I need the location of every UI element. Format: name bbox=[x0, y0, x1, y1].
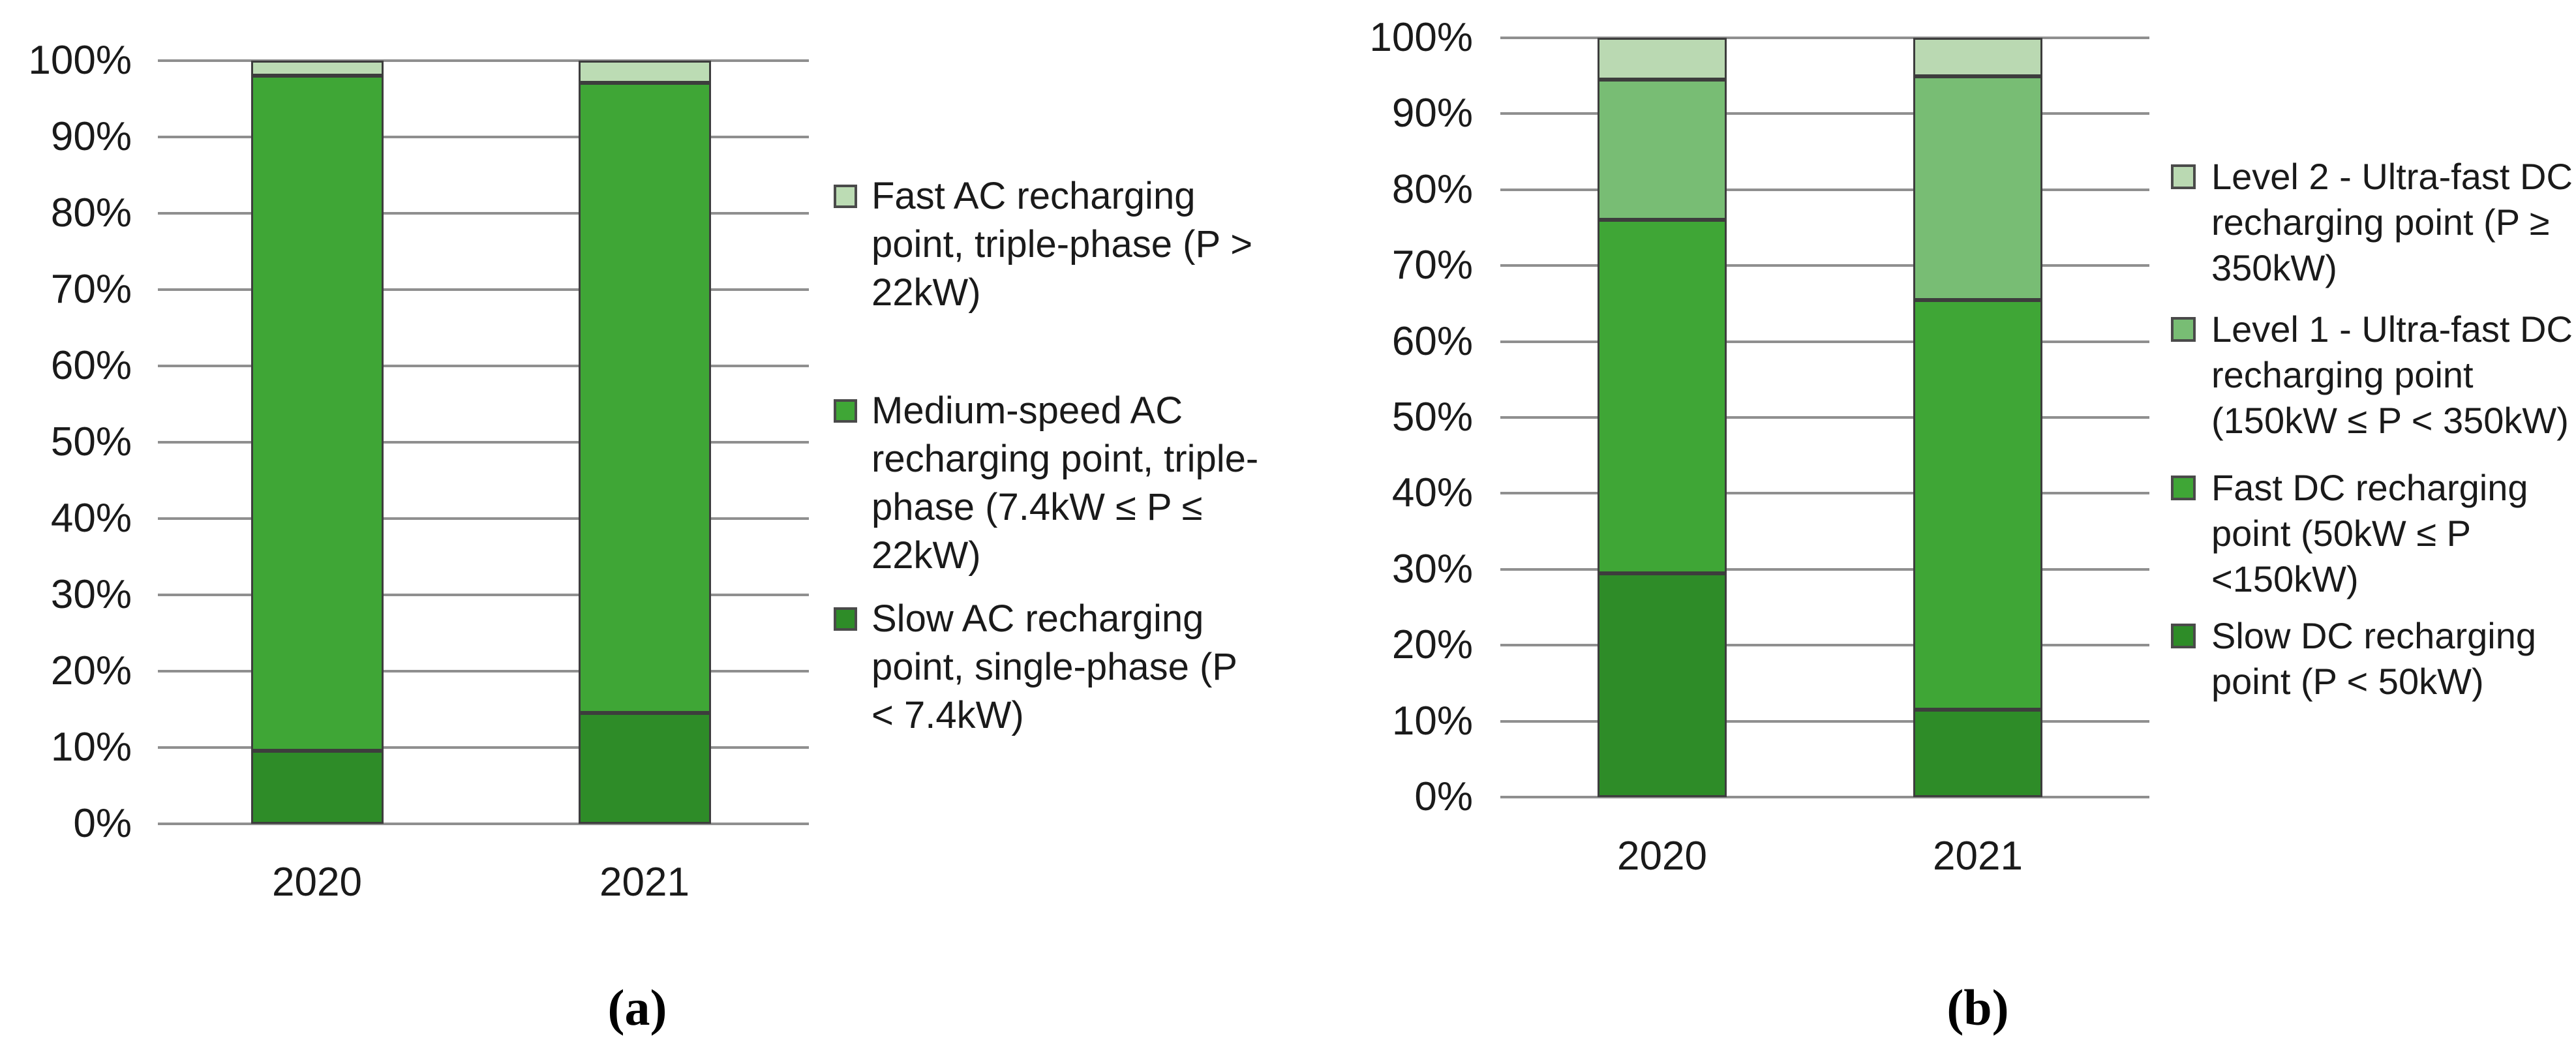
legend-label: Level 1 - Ultra-fast DC recharging point… bbox=[2211, 309, 2573, 441]
y-axis-tick-label: 50% bbox=[50, 419, 132, 464]
y-axis-tick-label: 90% bbox=[1391, 91, 1473, 136]
x-axis-category-label: 2020 bbox=[272, 860, 362, 905]
legend-swatch bbox=[2171, 317, 2196, 342]
gridline-70 bbox=[1500, 264, 2149, 267]
gridline-100 bbox=[1500, 37, 2149, 39]
y-axis-tick-label: 40% bbox=[50, 496, 132, 541]
gridline-0 bbox=[1500, 796, 2149, 798]
y-axis-tick-label: 60% bbox=[50, 343, 132, 388]
y-axis-tick-label: 20% bbox=[50, 648, 132, 693]
bar-segment bbox=[578, 61, 711, 83]
bar-segment bbox=[1913, 38, 2042, 77]
bar-segment bbox=[578, 82, 711, 714]
y-axis-tick-label: 50% bbox=[1391, 395, 1473, 440]
y-axis-tick-label: 80% bbox=[50, 190, 132, 235]
bar-segment bbox=[578, 713, 711, 824]
bar-segment bbox=[250, 61, 384, 76]
gridline-30 bbox=[158, 594, 809, 596]
gridline-100 bbox=[158, 59, 809, 62]
bar-segment bbox=[1913, 76, 2042, 300]
legend-label: Medium-speed AC recharging point, triple… bbox=[871, 389, 1259, 577]
legend-label: Slow DC recharging point (P < 50kW) bbox=[2211, 615, 2536, 702]
gridline-40 bbox=[158, 517, 809, 520]
bar-segment bbox=[1913, 710, 2042, 797]
y-axis-tick-label: 60% bbox=[1391, 318, 1473, 364]
legend-swatch bbox=[2171, 476, 2196, 500]
gridline-80 bbox=[158, 212, 809, 215]
y-axis-tick-label: 100% bbox=[28, 38, 132, 83]
gridline-20 bbox=[1500, 644, 2149, 647]
y-axis-tick-label: 10% bbox=[50, 725, 132, 770]
bar-segment bbox=[1598, 38, 1727, 80]
bar-segment bbox=[250, 76, 384, 751]
y-axis-tick-label: 90% bbox=[50, 114, 132, 159]
legend-swatch bbox=[834, 399, 857, 423]
y-axis-tick-label: 10% bbox=[1391, 698, 1473, 744]
y-axis-tick-label: 0% bbox=[73, 801, 132, 846]
gridline-40 bbox=[1500, 492, 2149, 495]
legend-swatch bbox=[2171, 624, 2196, 648]
legend-label: Fast AC recharging point, triple-phase (… bbox=[871, 175, 1253, 314]
bar-segment bbox=[250, 750, 384, 824]
gridline-90 bbox=[158, 136, 809, 138]
bar-segment bbox=[1598, 573, 1727, 797]
bar-segment bbox=[1598, 80, 1727, 220]
y-axis-tick-label: 40% bbox=[1391, 470, 1473, 516]
x-axis-category-label: 2021 bbox=[599, 860, 689, 905]
y-axis-tick-label: 70% bbox=[1391, 243, 1473, 288]
gridline-80 bbox=[1500, 188, 2149, 191]
y-axis-tick-label: 100% bbox=[1369, 15, 1473, 60]
gridline-0 bbox=[158, 823, 809, 825]
caption-b: (b) bbox=[1947, 979, 2009, 1036]
y-axis-tick-label: 0% bbox=[1414, 774, 1473, 819]
legend-swatch bbox=[834, 185, 857, 208]
gridline-60 bbox=[158, 365, 809, 367]
gridline-50 bbox=[1500, 416, 2149, 419]
y-axis-tick-label: 80% bbox=[1391, 166, 1473, 212]
legend-label: Level 2 - Ultra-fast DC recharging point… bbox=[2211, 156, 2573, 288]
y-axis-tick-label: 30% bbox=[50, 572, 132, 617]
bar-segment bbox=[1913, 299, 2042, 710]
legend-swatch bbox=[834, 607, 857, 631]
legend-label: Slow AC recharging point, single-phase (… bbox=[871, 597, 1237, 736]
y-axis-tick-label: 30% bbox=[1391, 546, 1473, 592]
y-axis-tick-label: 20% bbox=[1391, 622, 1473, 668]
legend-label: Fast DC recharging point (50kW ≤ P <150k… bbox=[2211, 467, 2528, 599]
gridline-90 bbox=[1500, 112, 2149, 115]
gridline-20 bbox=[158, 670, 809, 673]
gridline-60 bbox=[1500, 340, 2149, 343]
caption-a: (a) bbox=[607, 979, 667, 1036]
x-axis-category-label: 2020 bbox=[1617, 834, 1707, 879]
gridline-10 bbox=[158, 746, 809, 749]
legend-swatch bbox=[2171, 164, 2196, 189]
y-axis-tick-label: 70% bbox=[50, 267, 132, 312]
bar-segment bbox=[1598, 220, 1727, 573]
x-axis-category-label: 2021 bbox=[1933, 834, 2023, 879]
gridline-70 bbox=[158, 288, 809, 291]
gridline-10 bbox=[1500, 719, 2149, 723]
gridline-50 bbox=[158, 441, 809, 444]
gridline-30 bbox=[1500, 567, 2149, 571]
